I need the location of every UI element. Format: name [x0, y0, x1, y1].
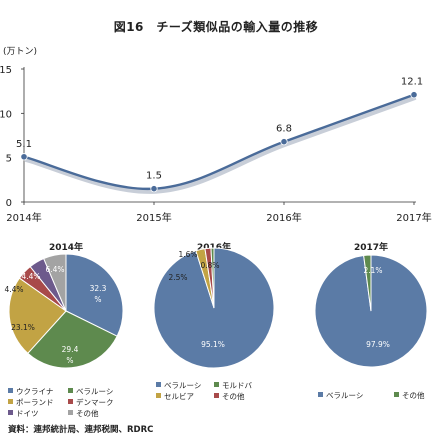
x-tick-label: 2017年 [396, 211, 431, 224]
x-tick-label: 2014年 [6, 211, 41, 224]
legend-label: その他 [402, 391, 425, 400]
legend-swatch [68, 410, 73, 415]
legend-2014: ウクライナ ベラルーシポーランド デンマークドイツ その他 [8, 386, 143, 422]
legend-label: モルドバ [222, 381, 252, 390]
y-axis-unit: (万トン) [3, 47, 38, 57]
y-tick-label: 10 [0, 109, 12, 120]
slice-label: 4.4% [4, 285, 23, 294]
chart-title: 図16 チーズ類似品の輸入量の推移 [113, 20, 319, 34]
slice-label: 6.4% [45, 265, 64, 274]
pie-slice [363, 254, 372, 312]
slice-label: 4.4% [21, 272, 40, 281]
legend-swatch [394, 392, 399, 397]
legend-swatch [156, 393, 161, 398]
pie-slice [65, 253, 124, 337]
data-point [150, 185, 158, 193]
slice-label: 0.8% [200, 261, 219, 270]
pie-slice [210, 247, 215, 309]
pie-0: 2014年 32.3 % 29.4 % 23.1% 4.4% 4.4% 6.4% [4, 241, 124, 369]
legend-item: その他 [394, 390, 425, 401]
legend-label: セルビア [164, 392, 194, 401]
pie-slice [8, 277, 67, 354]
legend-item: ウクライナ [8, 386, 53, 397]
legend-item: ベラルーシ [68, 386, 113, 397]
legend-item: ポーランド [8, 397, 54, 408]
legend-swatch [214, 393, 219, 398]
legend-label: その他 [222, 392, 245, 401]
legend-label: その他 [76, 409, 99, 418]
pie-title: 2014年 [49, 241, 83, 253]
legend-label: デンマーク [76, 398, 114, 407]
series-line [23, 93, 415, 190]
legend-item: その他 [68, 408, 99, 419]
legend-label: ドイツ [16, 409, 39, 418]
pie-slice [153, 247, 275, 369]
data-label: 5.1 [16, 139, 32, 150]
pie-1: 2016年95.1%2.5%1.6%0.8% [153, 241, 275, 369]
pie-title: 2017年 [354, 241, 388, 253]
legend-swatch [8, 410, 13, 415]
slice-label: 95.1% [201, 340, 225, 349]
slice-label: 2.1% [363, 266, 382, 275]
legend-2016: ベラルーシ モルドバセルビア その他 [156, 380, 276, 406]
slice-label: 23.1% [11, 323, 35, 332]
legend-swatch [318, 392, 323, 397]
y-tick-label: 5 [6, 154, 12, 165]
x-tick-label: 2016年 [266, 211, 301, 224]
legend-label: ベラルーシ [326, 391, 364, 400]
data-point [280, 138, 288, 146]
legend-item: デンマーク [68, 397, 114, 408]
legend-swatch [8, 388, 13, 393]
legend-2017: ベラルーシ その他 [318, 390, 432, 404]
data-label: 1.5 [146, 171, 162, 182]
slice-label: 29.4% [62, 345, 79, 365]
legend-swatch [156, 382, 161, 387]
line-chart: 0 5 10 15 2014年 2015年 2016年 2017年 5.1 1.5 6.8 12.1 [0, 65, 432, 224]
legend-label: ウクライナ [16, 387, 54, 396]
legend-item: ドイツ [8, 408, 39, 419]
y-tick-label: 0 [6, 198, 12, 209]
slice-label: 2.5% [168, 273, 187, 282]
legend-swatch [68, 388, 73, 393]
legend-item: その他 [214, 391, 245, 402]
legend-label: ポーランド [16, 398, 54, 407]
pie-slice [43, 253, 67, 312]
y-tick-label: 15 [0, 65, 12, 76]
series-line-shadow [24, 94, 417, 194]
pie-charts: 2014年32.3%29.4%23.1%4.4%4.4%6.4%2016年95.… [4, 241, 428, 369]
legend-swatch [214, 382, 219, 387]
data-point [410, 91, 418, 99]
legend-item: セルビア [156, 391, 194, 402]
data-point [20, 153, 28, 161]
data-label: 6.8 [276, 124, 292, 135]
pie-2: 2017年 97.9% 2.1% [314, 241, 428, 368]
pie-slice [27, 310, 118, 369]
legend-label: ベラルーシ [76, 387, 114, 396]
x-tick-label: 2015年 [136, 211, 171, 224]
legend-label: ベラルーシ [164, 381, 202, 390]
data-label: 12.1 [401, 77, 423, 88]
legend-item: ベラルーシ [318, 390, 363, 401]
slice-label: 97.9% [366, 340, 390, 349]
legend-item: ベラルーシ [156, 380, 201, 391]
slice-label: 32.3% [90, 284, 107, 304]
source-note: 資料：連邦統計局、連邦税関、RDRC [8, 425, 154, 435]
slice-label: 1.6% [178, 250, 197, 259]
legend-swatch [8, 399, 13, 404]
legend-swatch [68, 399, 73, 404]
legend-item: モルドバ [214, 380, 252, 391]
